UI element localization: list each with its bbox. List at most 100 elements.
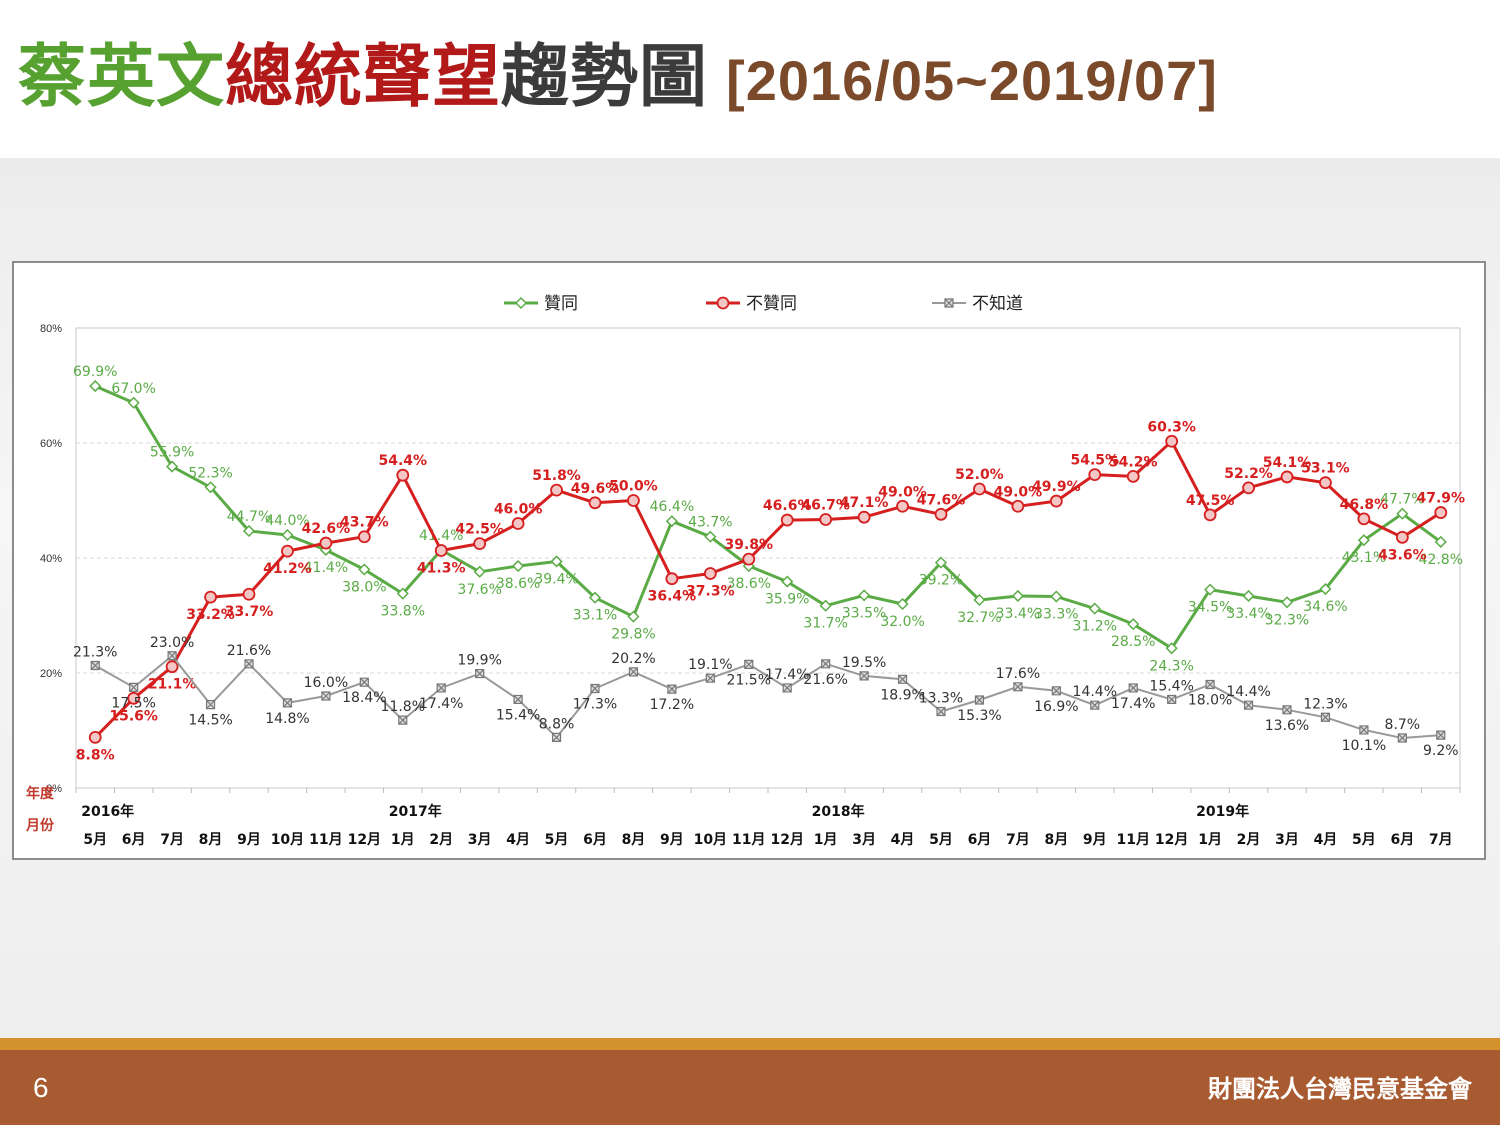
data-label: 20.2% (611, 651, 655, 667)
data-label: 38.0% (342, 580, 386, 596)
data-point (1088, 602, 1101, 615)
data-label: 33.4% (1226, 606, 1270, 622)
x-tick-label: 8月 (199, 832, 223, 848)
data-point (974, 695, 985, 705)
data-label: 17.4% (765, 667, 809, 683)
data-point (434, 544, 448, 557)
data-point (242, 524, 256, 538)
data-point (1126, 469, 1140, 483)
data-point (1357, 534, 1370, 547)
data-label: 43.1% (1342, 550, 1386, 566)
data-point (590, 683, 600, 694)
legend-marker (514, 296, 528, 310)
data-point (398, 715, 408, 725)
x-tick-label: 9月 (237, 832, 261, 848)
data-label: 34.5% (1188, 600, 1232, 616)
data-label: 47.6% (917, 492, 966, 508)
data-label: 54.2% (1109, 454, 1158, 470)
data-label: 29.8% (611, 627, 655, 643)
data-point (1320, 712, 1331, 722)
x-tick-label: 9月 (1083, 832, 1107, 848)
x-tick-label: 6月 (122, 832, 146, 848)
data-point (512, 559, 525, 573)
data-point (204, 590, 217, 604)
row-label-month: 月份 (25, 817, 55, 834)
y-tick-label: 20% (40, 668, 62, 680)
data-label: 17.5% (111, 695, 155, 711)
legend-label-1: 贊同 (544, 294, 578, 314)
data-point (1319, 476, 1332, 490)
data-label: 41.2% (263, 561, 312, 577)
y-tick-label: 80% (40, 323, 62, 335)
x-tick-label: 3月 (1275, 832, 1299, 848)
page-number: 6 (33, 1072, 49, 1103)
data-point (1090, 700, 1100, 710)
data-point (1395, 530, 1409, 544)
y-tick-label: 60% (40, 438, 62, 450)
data-label: 46.7% (801, 497, 850, 513)
data-label: 32.7% (957, 610, 1001, 626)
data-label: 21.6% (803, 672, 847, 688)
data-point (396, 587, 409, 600)
data-point (359, 677, 369, 687)
data-label: 21.3% (73, 645, 117, 661)
data-label: 21.5% (727, 672, 771, 688)
data-point (782, 683, 792, 693)
data-point (1011, 499, 1025, 513)
x-tick-label: 4月 (506, 832, 530, 848)
data-label: 16.9% (1034, 699, 1078, 715)
data-label: 38.6% (727, 576, 771, 592)
data-label: 33.8% (381, 604, 425, 620)
x-year-label: 2019年 (1196, 803, 1249, 820)
data-label: 43.7% (688, 515, 732, 531)
data-point (473, 537, 487, 551)
x-tick-label: 5月 (929, 832, 953, 848)
x-tick-label: 9月 (660, 832, 684, 848)
data-point (1397, 733, 1407, 743)
data-label: 33.2% (186, 607, 235, 623)
data-label: 49.0% (994, 484, 1043, 500)
data-point (936, 706, 946, 717)
data-label: 41.4% (304, 560, 348, 576)
data-point (704, 530, 717, 543)
x-tick-label: 12月 (770, 832, 803, 848)
data-label: 31.2% (1073, 619, 1117, 635)
data-point (588, 591, 602, 604)
data-point (436, 683, 446, 693)
data-point (780, 513, 794, 527)
data-label: 18.4% (342, 690, 386, 706)
data-label: 43.6% (1378, 547, 1427, 563)
data-point (282, 698, 293, 708)
x-tick-label: 3月 (468, 832, 492, 848)
x-tick-label: 11月 (732, 832, 765, 848)
x-tick-label: 11月 (309, 832, 342, 848)
data-point (1282, 705, 1292, 715)
data-point (857, 510, 871, 524)
data-label: 34.6% (1303, 599, 1347, 615)
data-label: 37.6% (457, 582, 501, 598)
data-point (705, 673, 715, 683)
data-point (167, 651, 177, 661)
data-point (89, 380, 102, 393)
data-point (127, 396, 140, 409)
data-point (897, 674, 908, 684)
data-point (511, 517, 525, 530)
legend-label-3: 不知道 (972, 294, 1023, 314)
x-tick-label: 12月 (1155, 832, 1188, 848)
data-label: 47.7% (1380, 492, 1424, 508)
data-label: 33.5% (842, 605, 886, 621)
data-point (127, 691, 141, 705)
data-label: 13.6% (1265, 718, 1309, 734)
data-label: 35.9% (765, 592, 809, 608)
data-label: 15.3% (957, 708, 1001, 724)
data-point (1011, 589, 1024, 603)
data-label: 67.0% (111, 381, 155, 397)
data-point (166, 460, 179, 473)
data-point (1167, 694, 1177, 705)
data-point (358, 563, 371, 576)
data-label: 9.2% (1423, 743, 1459, 759)
data-point (1319, 582, 1332, 596)
data-label: 54.5% (1070, 453, 1119, 469)
data-label: 38.6% (496, 576, 540, 592)
